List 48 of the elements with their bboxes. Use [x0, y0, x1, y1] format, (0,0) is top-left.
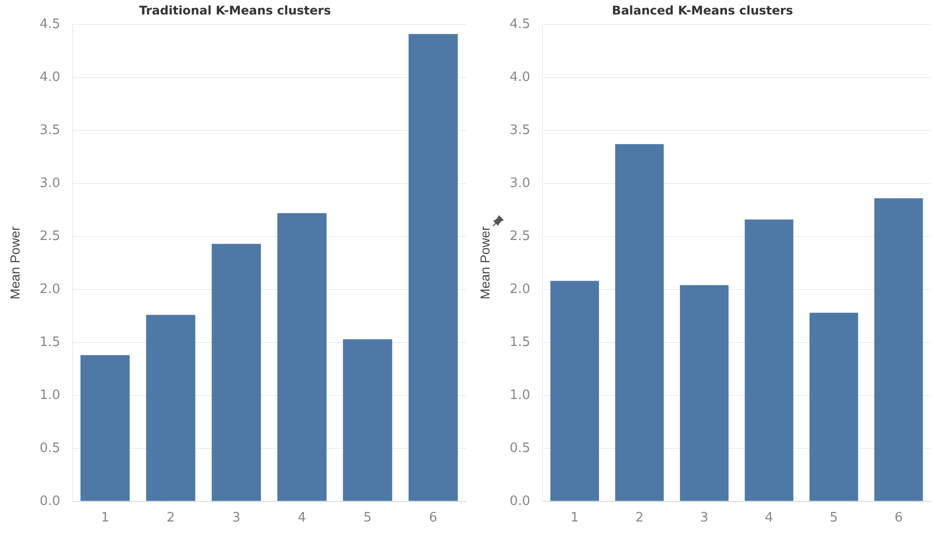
bar: [212, 244, 261, 501]
chart-title: Balanced K-Means clusters: [612, 3, 794, 18]
bar: [342, 339, 392, 501]
y-tick-label: 1.5: [40, 334, 60, 350]
x-tick-label: 6: [894, 510, 903, 526]
bar: [408, 34, 458, 501]
bar: [680, 285, 729, 501]
y-tick-label: 3.5: [510, 122, 530, 138]
y-tick-label: 4.0: [40, 70, 60, 85]
x-tick-label: 1: [570, 510, 579, 526]
x-tick-label: 4: [764, 510, 774, 526]
bar: [550, 280, 599, 501]
x-tick-label: 1: [100, 510, 110, 526]
y-tick-label: 2.5: [40, 228, 60, 244]
bar: [277, 213, 327, 501]
y-tick-label: 3.0: [510, 176, 530, 191]
y-tick-label: 1.0: [510, 388, 530, 403]
y-tick-label: 4.0: [510, 70, 530, 85]
y-tick-label: 0.0: [40, 494, 60, 509]
bar: [744, 219, 794, 501]
y-tick-label: 4.5: [40, 16, 60, 32]
y-tick-label: 3.5: [40, 122, 60, 138]
x-tick-label: 3: [232, 510, 240, 526]
x-tick-label: 5: [363, 510, 372, 526]
x-tick-label: 5: [830, 510, 838, 526]
chart-title: Traditional K-Means clusters: [139, 3, 331, 18]
y-axis-title: Mean Power: [7, 226, 22, 300]
y-tick-label: 0.0: [510, 494, 530, 509]
y-tick-label: 0.5: [510, 440, 530, 456]
y-tick-label: 0.5: [40, 440, 60, 456]
y-tick-label: 2.5: [510, 228, 530, 244]
y-tick-label: 2.0: [510, 282, 530, 297]
x-tick-label: 3: [700, 510, 708, 526]
x-tick-label: 2: [635, 510, 644, 526]
y-tick-label: 3.0: [40, 176, 60, 191]
y-tick-label: 1.0: [40, 388, 60, 403]
y-tick-label: 2.0: [40, 282, 60, 297]
bar: [615, 144, 664, 501]
y-axis-title: Mean Power: [477, 226, 492, 300]
bar: [80, 355, 130, 501]
bar: [810, 312, 858, 501]
x-tick-label: 2: [166, 510, 175, 526]
x-tick-label: 6: [429, 510, 438, 526]
bar: [874, 198, 923, 501]
bar: [146, 314, 196, 501]
y-tick-label: 1.5: [510, 334, 530, 350]
x-tick-label: 4: [298, 510, 306, 526]
y-tick-label: 4.5: [510, 16, 530, 32]
